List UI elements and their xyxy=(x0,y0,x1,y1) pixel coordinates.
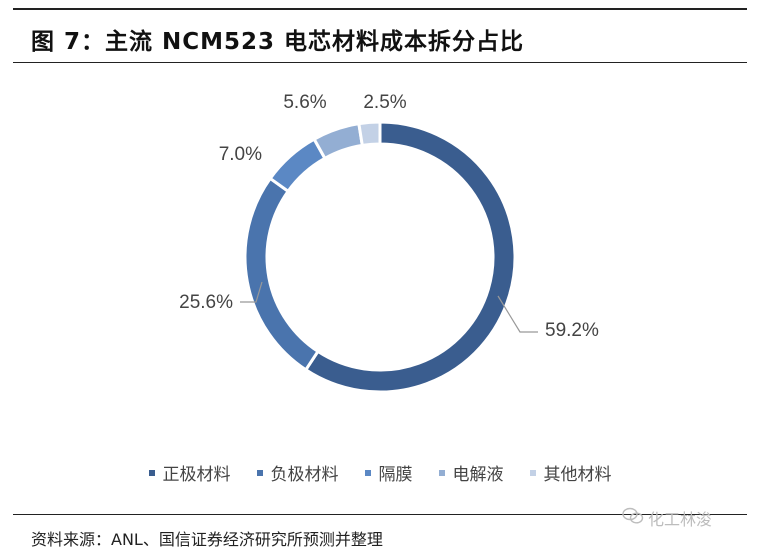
leader-line-1 xyxy=(497,295,538,333)
data-label-5: 2.5% xyxy=(363,92,406,113)
legend-label: 负极材料 xyxy=(270,465,339,485)
watermark: 化工林浚 xyxy=(622,506,712,530)
legend-label: 其他材料 xyxy=(543,465,612,485)
top-rule xyxy=(13,8,747,10)
wechat-icon xyxy=(622,507,644,529)
figure-title: 图 7：主流 NCM523 电芯材料成本拆分占比 xyxy=(31,29,525,55)
legend-label: 隔膜 xyxy=(378,465,413,485)
source-note: 资料来源：ANL、国信证券经济研究所预测并整理 xyxy=(31,530,383,549)
donut-slice-5 xyxy=(357,120,382,148)
legend-swatch xyxy=(256,469,263,476)
leader-line-2 xyxy=(240,281,263,303)
watermark-text: 化工林浚 xyxy=(648,510,713,529)
legend-swatch xyxy=(148,469,155,476)
donut-slice-4 xyxy=(312,121,365,161)
bottom-rule xyxy=(13,514,747,515)
chart-legend: 正极材料 负极材料 隔膜 电解液 其他材料 xyxy=(0,460,760,485)
legend-swatch xyxy=(529,469,536,476)
legend-item-1: 正极材料 xyxy=(148,460,231,485)
legend-item-4: 电解液 xyxy=(438,460,504,485)
legend-item-2: 负极材料 xyxy=(256,460,339,485)
legend-item-5: 其他材料 xyxy=(529,460,612,485)
donut-slice-2 xyxy=(243,176,320,372)
data-label-1: 59.2% xyxy=(545,320,599,341)
data-label-3: 7.0% xyxy=(219,144,262,165)
legend-label: 电解液 xyxy=(452,465,504,485)
donut-slice-3 xyxy=(268,137,327,194)
legend-label: 正极材料 xyxy=(162,465,231,485)
title-rule xyxy=(13,62,747,63)
legend-swatch xyxy=(438,469,445,476)
donut-slice-1 xyxy=(303,120,517,394)
legend-swatch xyxy=(364,469,371,476)
legend-item-3: 隔膜 xyxy=(364,460,413,485)
data-label-2: 25.6% xyxy=(179,292,233,313)
data-label-4: 5.6% xyxy=(283,92,326,113)
